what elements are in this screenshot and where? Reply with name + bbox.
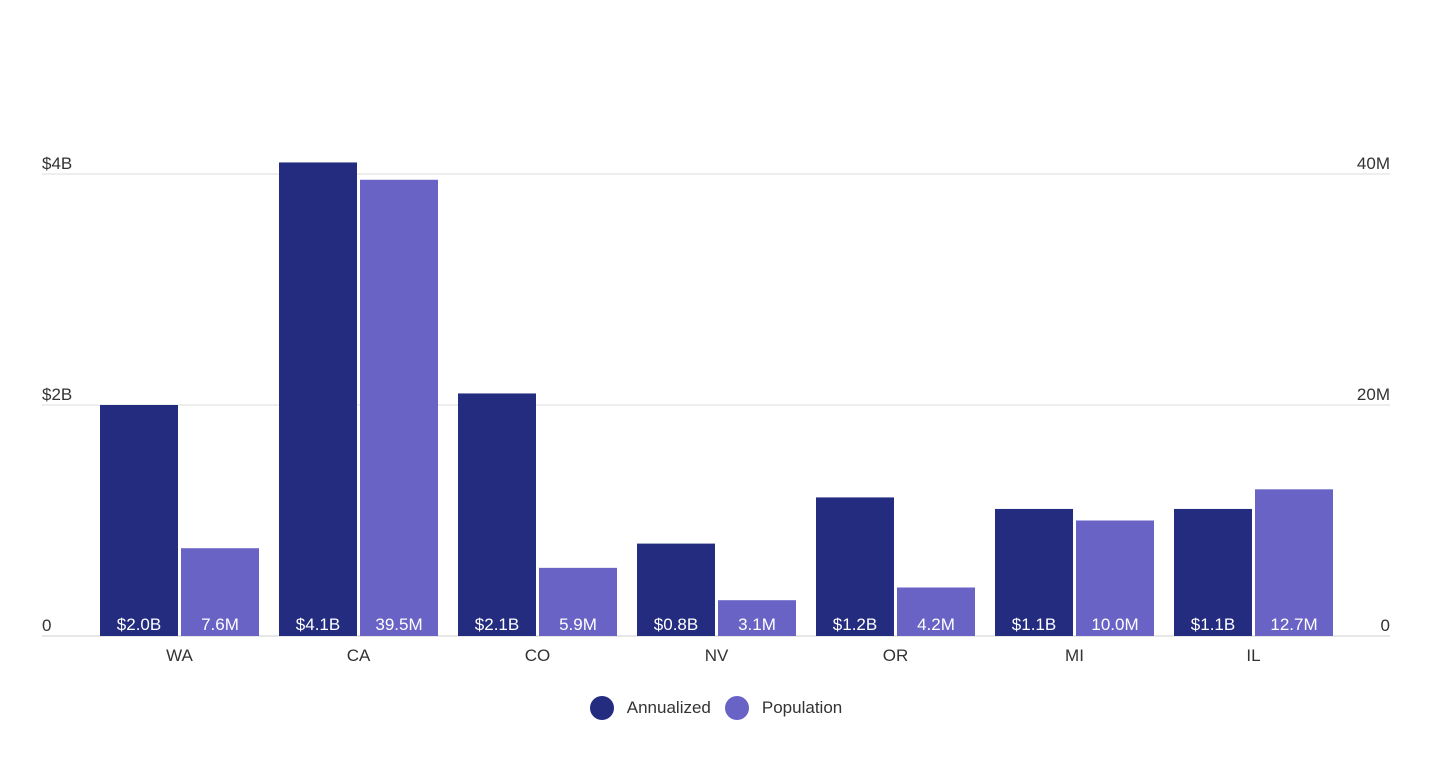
bar-data-label: 5.9M <box>559 615 597 634</box>
x-category-label: CA <box>347 646 371 665</box>
legend-label: Annualized <box>626 698 711 717</box>
x-category-label: OR <box>883 646 909 665</box>
bar-population <box>1255 489 1333 636</box>
bar-data-label: 12.7M <box>1270 615 1317 634</box>
chart-legend: Annualized Population <box>0 696 1432 720</box>
bar-data-label: 39.5M <box>375 615 422 634</box>
x-category-label: MI <box>1065 646 1084 665</box>
bar-annualized <box>1174 508 1252 636</box>
bar-data-label: $2.0B <box>117 615 161 634</box>
bar-data-label: 10.0M <box>1091 615 1138 634</box>
bar-annualized <box>637 543 715 636</box>
bar-annualized <box>100 405 178 636</box>
y-left-tick-label: 0 <box>42 616 51 635</box>
bar-annualized <box>816 497 894 636</box>
bar-annualized <box>458 393 536 636</box>
bar-data-label: $2.1B <box>475 615 519 634</box>
y-left-tick-label: $2B <box>42 385 72 404</box>
bar-data-label: $1.2B <box>833 615 877 634</box>
y-left-tick-label: $4B <box>42 154 72 173</box>
bar-data-label: $1.1B <box>1191 615 1235 634</box>
bar-annualized <box>279 162 357 636</box>
bar-annualized <box>995 508 1073 636</box>
x-category-label: WA <box>166 646 193 665</box>
y-right-tick-label: 20M <box>1357 385 1390 404</box>
bar-data-label: $1.1B <box>1012 615 1056 634</box>
legend-item: Annualized <box>589 696 711 720</box>
bar-data-label: $4.1B <box>296 615 340 634</box>
bar-data-label: 4.2M <box>917 615 955 634</box>
x-category-label: NV <box>705 646 729 665</box>
y-right-tick-label: 0 <box>1381 616 1390 635</box>
bar-data-label: $0.8B <box>654 615 698 634</box>
legend-item: Population <box>724 696 843 720</box>
bar-population <box>718 600 796 636</box>
y-right-tick-label: 40M <box>1357 154 1390 173</box>
bar-population <box>181 548 259 636</box>
x-category-label: CO <box>525 646 551 665</box>
legend-swatch <box>589 696 614 720</box>
x-category-label: IL <box>1246 646 1260 665</box>
bar-population <box>897 587 975 636</box>
legend-swatch <box>724 696 749 720</box>
legend-label: Population <box>761 698 843 717</box>
bar-data-label: 7.6M <box>201 615 239 634</box>
bar-population <box>360 179 438 636</box>
bar-data-label: 3.1M <box>738 615 776 634</box>
bar-population <box>539 567 617 636</box>
bar-population <box>1076 520 1154 636</box>
